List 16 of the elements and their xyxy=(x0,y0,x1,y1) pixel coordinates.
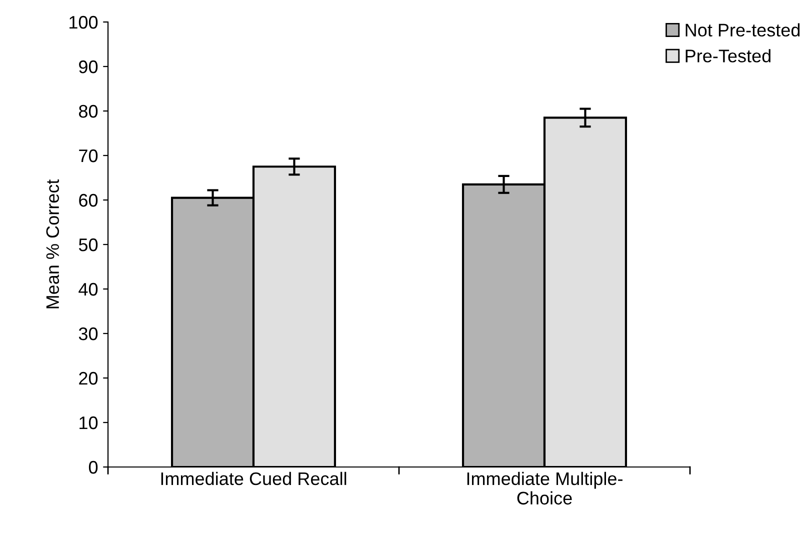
legend-label: Pre-Tested xyxy=(686,49,770,62)
x-tick-label: Immediate Cued Recall xyxy=(161,472,346,486)
y-tick-label: 0 xyxy=(88,460,98,474)
y-tick-label: 90 xyxy=(79,60,98,74)
y-tick-label: 70 xyxy=(79,149,98,162)
y-tick-label: 100 xyxy=(70,16,98,29)
x-tick-label: Immediate Multiple- Choice xyxy=(467,472,622,505)
y-tick-label: 30 xyxy=(78,327,98,340)
y-tick-label: 10 xyxy=(80,416,98,430)
y-tick-label: 50 xyxy=(78,238,98,252)
y-tick-label: 80 xyxy=(78,104,98,118)
y-tick-label: 60 xyxy=(79,194,98,207)
y-tick-label: 40 xyxy=(78,282,98,296)
y-tick-label: 20 xyxy=(79,372,98,385)
legend-label: Not Pre-tested xyxy=(686,23,800,37)
y-axis-title: Mean % Correct xyxy=(46,179,60,308)
